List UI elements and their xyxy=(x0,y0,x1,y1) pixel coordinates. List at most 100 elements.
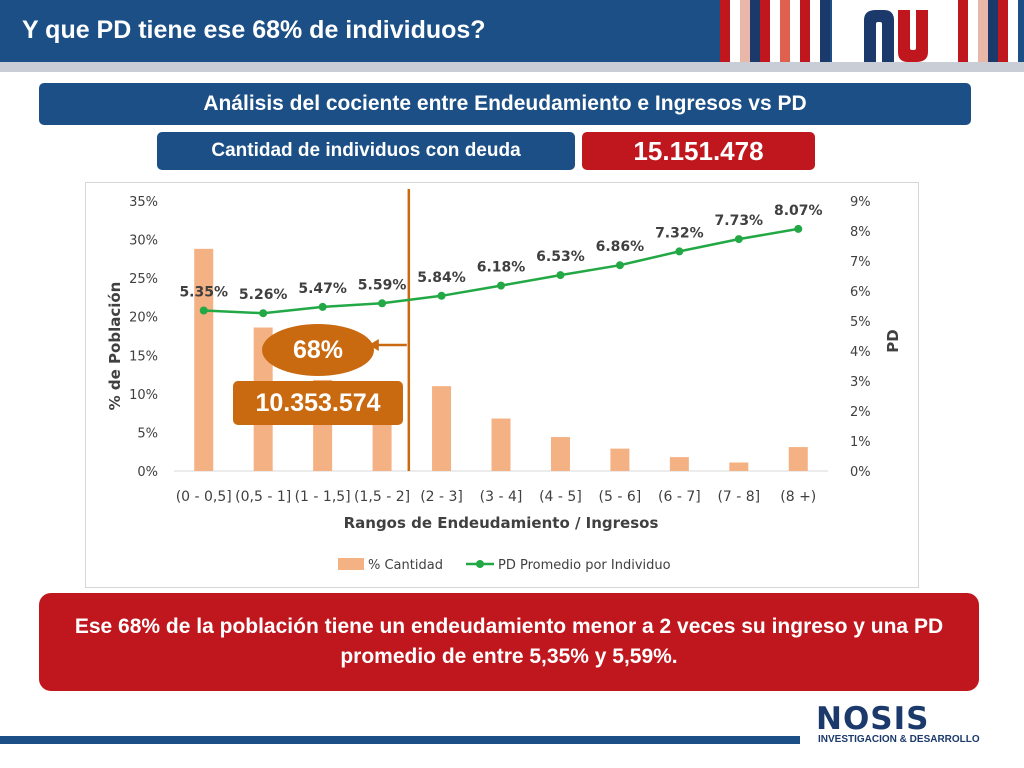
y2-tick-label: 3% xyxy=(850,375,871,390)
debtors-count-value: 15.151.478 xyxy=(582,132,815,170)
debtors-count-label: Cantidad de individuos con deuda xyxy=(157,132,575,170)
company-logo xyxy=(832,0,958,72)
stripe xyxy=(820,0,830,72)
pd-data-label: 5.59% xyxy=(358,277,407,293)
x-tick-label: (4 - 5] xyxy=(539,489,582,505)
bar xyxy=(788,447,808,471)
percentage-callout: 68% xyxy=(262,324,374,376)
conclusion-box: Ese 68% de la población tiene un endeuda… xyxy=(39,593,979,691)
pd-data-label: 5.47% xyxy=(298,281,347,297)
y-tick-label: 10% xyxy=(129,388,158,403)
y-tick-label: 25% xyxy=(129,272,158,287)
stripe xyxy=(750,0,760,72)
y2-tick-label: 5% xyxy=(850,315,871,330)
header-divider xyxy=(0,62,1024,72)
pd-point xyxy=(675,247,684,256)
footer-brand-logo: NOSIS xyxy=(816,701,930,737)
y-tick-label: 15% xyxy=(129,349,158,364)
pd-point xyxy=(734,235,743,244)
y2-tick-label: 2% xyxy=(850,405,871,420)
bar xyxy=(432,386,452,471)
pd-data-label: 5.84% xyxy=(417,270,466,286)
stripe xyxy=(780,0,790,72)
x-tick-label: (0,5 - 1] xyxy=(235,489,291,505)
x-tick-label: (2 - 3] xyxy=(420,489,463,505)
footer-brand-subtitle: INVESTIGACION & DESARROLLO xyxy=(818,734,980,745)
bar xyxy=(610,448,630,471)
bar xyxy=(669,457,689,471)
stripe xyxy=(998,0,1008,72)
bar xyxy=(550,437,570,471)
x-tick-label: (5 - 6] xyxy=(599,489,642,505)
pd-point xyxy=(378,299,387,308)
bar xyxy=(729,462,749,471)
pd-data-label: 5.26% xyxy=(239,287,288,303)
stripe xyxy=(760,0,770,72)
y2-tick-label: 9% xyxy=(850,195,871,210)
pd-data-label: 7.32% xyxy=(655,225,704,241)
y-axis-title: % de Población xyxy=(106,282,124,411)
bar xyxy=(491,418,511,471)
count-callout: 10.353.574 xyxy=(233,381,403,425)
x-axis-title: Rangos de Endeudamiento / Ingresos xyxy=(344,514,659,532)
y2-tick-label: 6% xyxy=(850,285,871,300)
x-tick-label: (7 - 8] xyxy=(717,489,760,505)
stripe xyxy=(1008,0,1018,72)
y-tick-label: 20% xyxy=(129,311,158,326)
pd-data-label: 6.86% xyxy=(596,239,645,255)
decorative-stripes-right xyxy=(958,0,1018,72)
combo-chart: 0% 5% 10% 15% 20% 25% 30% 35% 0% 1% 2% 3% 4% 5% 6% 7% 8%… xyxy=(106,189,902,573)
pd-point xyxy=(259,309,268,318)
y2-tick-label: 1% xyxy=(850,435,871,450)
y2-tick-label: 8% xyxy=(850,225,871,240)
header-bar: Y que PD tiene ese 68% de individuos? xyxy=(0,0,1024,72)
y-tick-label: 35% xyxy=(129,195,158,210)
pd-point xyxy=(199,306,208,315)
x-tick-label: (8 +) xyxy=(780,489,816,505)
y2-tick-label: 4% xyxy=(850,345,871,360)
stripe xyxy=(770,0,780,72)
pd-point xyxy=(497,281,505,290)
y2-tick-label: 0% xyxy=(850,465,871,480)
y2-axis-title: PD xyxy=(884,329,902,352)
pd-data-label: 7.73% xyxy=(715,213,764,229)
stripe xyxy=(958,0,968,72)
chart-area: 0% 5% 10% 15% 20% 25% 30% 35% 0% 1% 2% 3% 4% 5% 6% 7% 8%… xyxy=(85,182,919,588)
pd-point xyxy=(437,291,446,300)
stripe xyxy=(800,0,810,72)
legend-swatch-point xyxy=(476,560,484,568)
analysis-subtitle: Análisis del cociente entre Endeudamient… xyxy=(39,83,971,125)
decorative-stripes xyxy=(720,0,830,72)
y2-tick-label: 7% xyxy=(850,255,871,270)
stripe xyxy=(810,0,820,72)
stripe xyxy=(730,0,740,72)
legend-label-line: PD Promedio por Individuo xyxy=(498,558,671,573)
legend-swatch-bars xyxy=(338,558,364,570)
x-tick-label: (3 - 4] xyxy=(480,489,523,505)
stripe xyxy=(720,0,730,72)
bar xyxy=(194,248,214,471)
x-tick-label: (0 - 0,5] xyxy=(176,489,232,505)
pd-point xyxy=(794,224,803,233)
x-tick-label: (1 - 1,5] xyxy=(295,489,351,505)
pd-point xyxy=(556,271,565,280)
pd-data-label: 8.07% xyxy=(774,203,823,219)
legend-label-bars: % Cantidad xyxy=(368,558,443,573)
y-tick-label: 5% xyxy=(137,426,158,441)
x-tick-label: (6 - 7] xyxy=(658,489,701,505)
stripe xyxy=(790,0,800,72)
stripe xyxy=(988,0,998,72)
threshold-arrow-head xyxy=(368,339,379,351)
footer-line xyxy=(0,736,800,744)
pd-data-label: 5.35% xyxy=(179,285,228,301)
page-title: Y que PD tiene ese 68% de individuos? xyxy=(22,16,486,44)
y-tick-label: 30% xyxy=(129,234,158,249)
conclusion-text: Ese 68% de la población tiene un endeuda… xyxy=(74,615,944,668)
stripe xyxy=(968,0,978,72)
x-tick-label: (1,5 - 2] xyxy=(354,489,410,505)
pd-point xyxy=(615,261,624,270)
stripe xyxy=(978,0,988,72)
pd-data-label: 6.53% xyxy=(536,249,585,265)
y-tick-label: 0% xyxy=(137,465,158,480)
stripe xyxy=(740,0,750,72)
